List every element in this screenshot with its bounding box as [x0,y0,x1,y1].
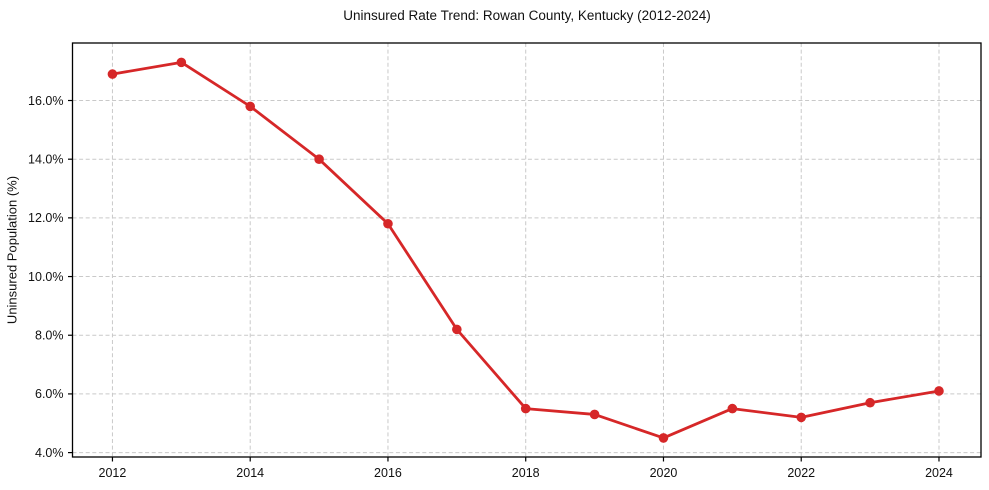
data-point [176,57,187,68]
y-tick-label: 14.0% [28,152,63,166]
data-point [658,433,669,443]
data-point [452,324,462,335]
data-point [865,397,875,408]
x-tick-label: 2012 [99,466,127,480]
y-tick-label: 12.0% [28,211,63,225]
x-tick-label: 2020 [650,466,678,480]
data-point [934,386,944,396]
y-tick-label: 10.0% [28,270,63,284]
y-tick-label: 16.0% [28,94,63,108]
x-tick-label: 2022 [787,466,815,480]
data-point [589,409,600,420]
x-tick-label: 2018 [512,466,540,480]
data-point [796,412,807,423]
plot-border [71,42,982,458]
data-point [314,154,324,164]
chart-title: Uninsured Rate Trend: Rowan County, Kent… [343,8,711,23]
y-tick-label: 6.0% [35,387,64,401]
x-tick-label: 2024 [925,466,953,480]
x-tick-label: 2014 [236,466,264,480]
data-point [383,218,393,229]
x-tick-label: 2016 [374,466,402,480]
data-point [727,403,738,414]
y-tick-label: 8.0% [35,329,64,343]
data-point [520,403,531,414]
data-point [245,101,256,112]
y-tick-label: 4.0% [35,446,64,460]
data-point [107,69,118,79]
